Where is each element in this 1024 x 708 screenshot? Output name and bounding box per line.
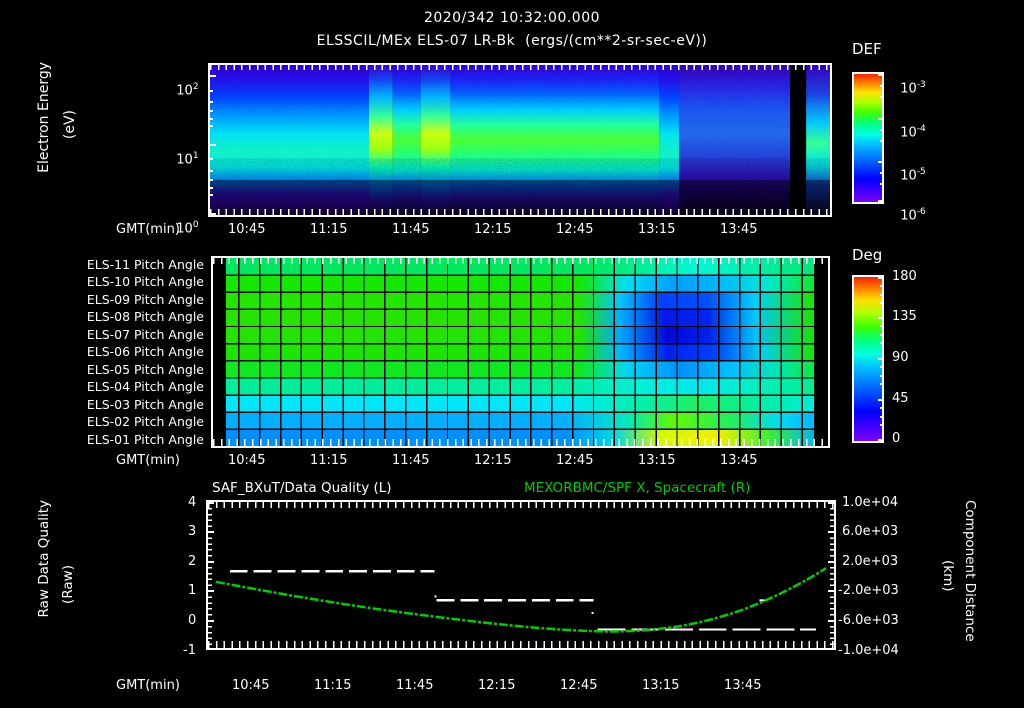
data-quality-distance-panel[interactable] — [206, 500, 836, 650]
electron-energy-spectrogram-panel[interactable] — [208, 63, 832, 217]
top-panel-ylabel: Electron Energy — [36, 62, 52, 173]
def-cbar-label-1e-3: 10-3 — [900, 80, 926, 97]
list-item: ELS-02 Pitch Angle — [86, 414, 204, 429]
list-item: ELS-03 Pitch Angle — [86, 397, 204, 412]
bottom-panel-title-left: SAF_BXuT/Data Quality (L) — [212, 480, 392, 496]
def-cbar-label-1e-4: 10-4 — [900, 124, 926, 141]
page-title: 2020/342 10:32:00.000 — [423, 10, 601, 26]
deg-cbar-label-135: 135 — [892, 309, 917, 324]
list-item: ELS-04 Pitch Angle — [86, 379, 204, 394]
mid-panel-xticks-bottom — [213, 439, 827, 446]
def-cbar-label-1e-5: 10-5 — [900, 167, 926, 184]
mid-panel-xticks-top — [213, 257, 827, 264]
list-item: ELS-11 Pitch Angle — [86, 257, 204, 272]
deg-cbar-label-180: 180 — [892, 269, 917, 284]
pitch-angle-panel[interactable] — [211, 256, 830, 448]
bottom-panel-xlabel: GMT(min) — [116, 678, 180, 693]
bottom-panel-yticks-left-minor — [206, 502, 212, 648]
top-y-tick-1: 100 — [176, 220, 199, 237]
deg-colorbar-gradient — [854, 277, 882, 441]
mid-panel-xlabel: GMT(min) — [116, 453, 180, 468]
deg-cbar-label-45: 45 — [892, 391, 909, 406]
def-colorbar-title: DEF — [852, 40, 882, 58]
bottom-panel-xticks-bottom — [208, 641, 834, 648]
top-y-tick-10: 101 — [176, 151, 199, 168]
list-item: ELS-09 Pitch Angle — [86, 292, 204, 307]
list-item: ELS-06 Pitch Angle — [86, 344, 204, 359]
bottom-panel-ylabel-right: Component Distance — [962, 500, 978, 642]
list-item: ELS-01 Pitch Angle — [86, 432, 204, 447]
top-y-tick-100: 102 — [176, 82, 199, 99]
top-panel-xticks-bottom — [210, 209, 830, 216]
list-item: ELS-10 Pitch Angle — [86, 274, 204, 289]
data-quality-canvas — [208, 502, 834, 648]
list-item: ELS-08 Pitch Angle — [86, 309, 204, 324]
deg-cbar-label-0: 0 — [892, 431, 901, 446]
def-colorbar-gradient — [854, 74, 882, 202]
bottom-panel-ylabel-right-units: (km) — [940, 560, 956, 592]
bottom-panel-ylabel-left: Raw Data Quality — [36, 500, 52, 618]
deg-colorbar-title: Deg — [852, 246, 883, 264]
pitch-angle-canvas — [213, 258, 828, 446]
bottom-panel-title-right: MEXORBMC/SPF X, Spacecraft (R) — [524, 480, 751, 496]
bottom-panel-xticks-top — [208, 501, 834, 508]
bottom-panel-ylabel-left-units: (Raw) — [60, 565, 76, 604]
top-panel-xlabel: GMT(min) — [116, 222, 180, 237]
top-panel-xticks-top — [210, 63, 830, 70]
top-panel-ylabel-units: (eV) — [62, 110, 78, 140]
bottom-panel-yticks-right-minor — [830, 502, 836, 648]
list-item: ELS-05 Pitch Angle — [86, 362, 204, 377]
def-cbar-label-1e-6: 10-6 — [900, 207, 926, 224]
spectrogram-canvas — [210, 65, 830, 215]
deg-cbar-label-90: 90 — [892, 350, 909, 365]
list-item: ELS-07 Pitch Angle — [86, 327, 204, 342]
def-colorbar[interactable] — [852, 72, 884, 204]
dataset-subtitle: ELSSCIL/MEx ELS-07 LR-Bk (ergs/(cm**2-sr… — [316, 33, 708, 49]
